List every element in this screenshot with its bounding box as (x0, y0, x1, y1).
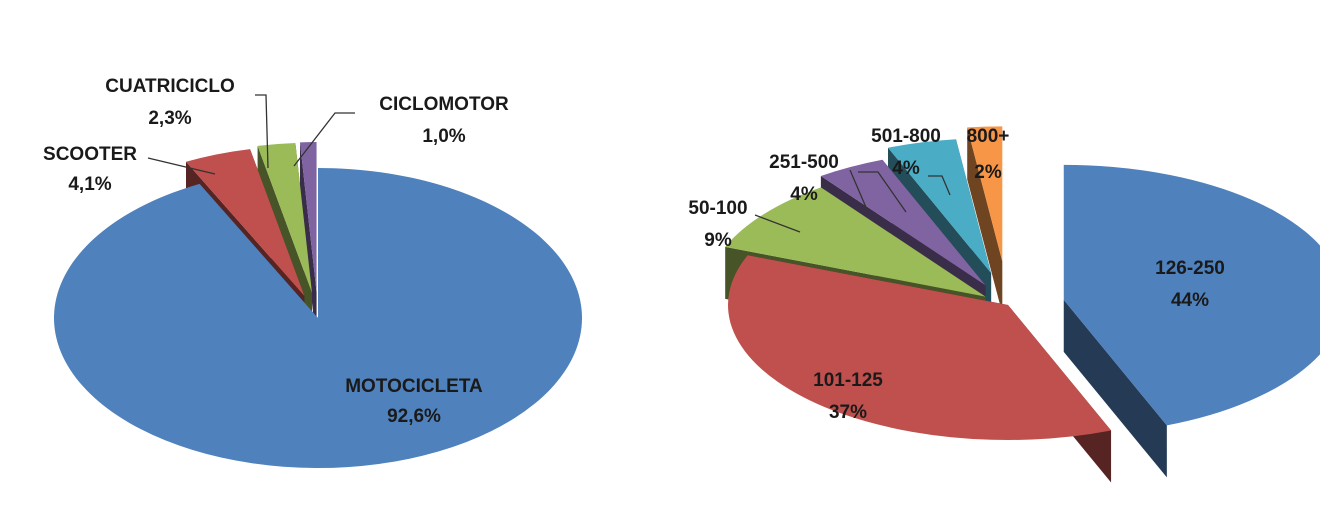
vehicle-type-leader-line-ciclomotor (293, 112, 355, 167)
engine-size-leader-line-501-800 (858, 171, 907, 213)
vehicle-type-slice-motocicleta (54, 168, 583, 468)
vehicle-type-slice-ciclomotor (299, 142, 317, 345)
engine-size-value-label-126-250: 44% (1171, 290, 1209, 311)
engine-size-leader-line-800 (928, 175, 951, 196)
engine-size-leader-line-50-100 (754, 214, 801, 233)
engine-size-value-label-101-125: 37% (829, 402, 867, 423)
vehicle-type-category-label-cuatriciclo: CUATRICICLO (105, 76, 234, 97)
engine-size-leader-line-251-500 (849, 169, 869, 213)
engine-size-category-label-251-500: 251-500 (769, 152, 839, 173)
vehicle-type-leader-line-scooter (147, 157, 216, 175)
engine-size-value-label-251-500: 4% (790, 184, 818, 205)
engine-size-category-label-101-125: 101-125 (813, 370, 883, 391)
vehicle-type-category-label-ciclomotor: CICLOMOTOR (379, 94, 509, 115)
engine-size-value-label-50-100: 9% (704, 230, 732, 251)
vehicle-type-category-label-motocicleta: MOTOCICLETA (345, 376, 483, 397)
vehicle-type-leader-line-cuatriciclo (255, 94, 269, 169)
engine-size-category-label-501-800: 501-800 (871, 126, 941, 147)
engine-size-category-label-50-100: 50-100 (688, 198, 747, 219)
engine-size-category-label-800: 800+ (967, 126, 1010, 147)
engine-size-slice-101-125 (728, 255, 1112, 483)
vehicle-type-value-label-motocicleta: 92,6% (387, 406, 441, 427)
engine-size-slice-800 (967, 126, 1003, 314)
vehicle-type-pie: MOTOCICLETA 92,6% SCOOTER 4,1% CUATRICICLO 2,… (43, 76, 583, 468)
engine-size-category-label-126-250: 126-250 (1155, 258, 1225, 279)
vehicle-type-value-label-ciclomotor: 1,0% (422, 126, 465, 147)
engine-size-pie: 126-250 44% 101-125 37% 50-100 9% 251-500 4% 501… (688, 126, 1320, 483)
engine-size-value-label-501-800: 4% (892, 158, 920, 179)
vehicle-type-value-label-scooter: 4,1% (68, 174, 111, 195)
vehicle-type-category-label-scooter: SCOOTER (43, 144, 137, 165)
engine-size-slice-126-250 (1063, 164, 1320, 478)
engine-size-value-label-800: 2% (974, 162, 1002, 183)
vehicle-type-value-label-cuatriciclo: 2,3% (148, 108, 191, 129)
